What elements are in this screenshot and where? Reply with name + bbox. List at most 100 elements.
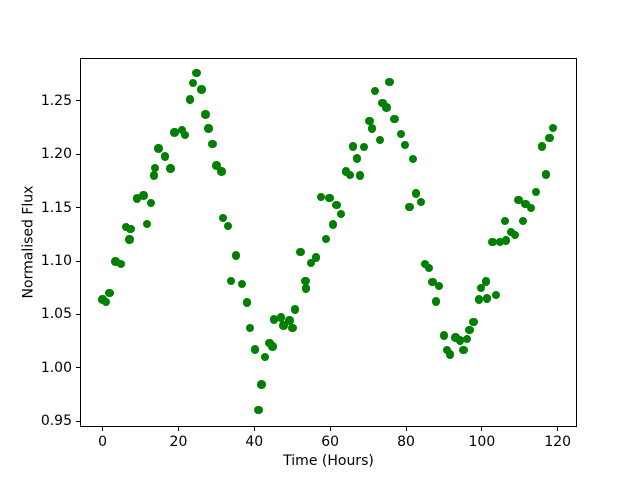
data-point [355,171,364,180]
data-point [328,220,337,229]
data-point [545,133,554,143]
data-point [201,110,210,119]
data-point [412,189,421,198]
data-point [359,142,369,152]
data-point [139,191,148,200]
y-axis-label: Normalised Flux [20,185,37,299]
data-point [269,315,279,324]
data-point [424,263,434,273]
data-point [149,171,158,180]
data-point [378,98,387,108]
y-tick-label: 1.00 [40,359,72,376]
data-point [296,247,305,257]
x-axis-label: Time (Hours) [283,453,374,469]
data-point [382,103,391,112]
data-point [121,222,130,232]
x-tick-label: 60 [321,434,340,450]
data-point [401,141,410,150]
data-point [285,316,294,325]
data-point [456,336,465,345]
data-point [474,295,484,304]
x-tick-mark [405,427,407,431]
data-point [396,129,405,139]
data-point [416,197,426,207]
x-tick-label: 0 [98,434,108,450]
data-point [279,321,288,330]
data-point [181,130,190,140]
data-point [197,85,206,94]
data-point [332,201,341,210]
data-point [501,236,511,245]
data-point [541,170,551,179]
data-point [420,260,430,269]
data-point [146,198,156,208]
data-point [154,144,163,153]
data-point [482,294,491,303]
data-point [492,290,501,300]
data-point [125,235,134,244]
data-point [257,380,266,389]
data-point [101,297,111,307]
data-point [431,297,441,306]
data-point [465,326,474,335]
data-point [170,128,179,137]
data-point [116,260,126,269]
data-point [150,163,160,173]
data-point [223,221,232,231]
x-tick-label: 100 [468,434,496,450]
data-point [476,283,486,293]
data-point [434,281,444,291]
x-tick-mark [329,427,331,431]
y-tick-mark [76,260,80,262]
data-point [105,288,114,298]
data-point [132,194,142,203]
data-point [231,251,240,260]
data-point [500,216,510,226]
data-point [291,305,300,314]
data-point [111,257,120,266]
data-point [254,405,263,415]
data-point [325,193,334,203]
data-point [301,284,311,293]
data-point [160,152,169,161]
data-point [166,164,175,173]
x-tick-label: 120 [544,434,572,450]
data-point [349,142,358,151]
data-point [126,224,135,234]
x-tick-label: 20 [169,434,188,450]
data-point [301,277,310,286]
x-tick-mark [253,427,255,431]
data-point [385,77,394,87]
data-point [345,171,355,180]
y-tick-label: 0.95 [40,413,72,430]
data-point [242,298,251,307]
data-point [531,187,541,197]
data-point [307,258,316,268]
data-point [428,277,437,287]
data-point [518,216,528,226]
data-point [462,335,471,344]
data-point [365,116,374,126]
data-point [376,135,385,145]
data-point [514,196,523,205]
data-point [208,139,217,149]
data-point [217,167,226,176]
data-point [469,317,478,327]
data-point [459,346,468,355]
data-point [370,86,380,96]
data-point [237,279,247,289]
data-point [288,323,297,333]
data-point [495,238,504,247]
data-point [511,230,520,240]
data-point [212,161,221,170]
y-tick-mark [76,367,80,369]
data-point [390,114,399,124]
x-tick-mark [102,427,104,431]
y-tick-label: 1.20 [40,146,72,163]
data-point [368,124,377,133]
y-tick-mark [76,420,80,422]
x-tick-mark [557,427,559,431]
data-point [142,219,152,229]
x-tick-label: 40 [245,434,264,450]
